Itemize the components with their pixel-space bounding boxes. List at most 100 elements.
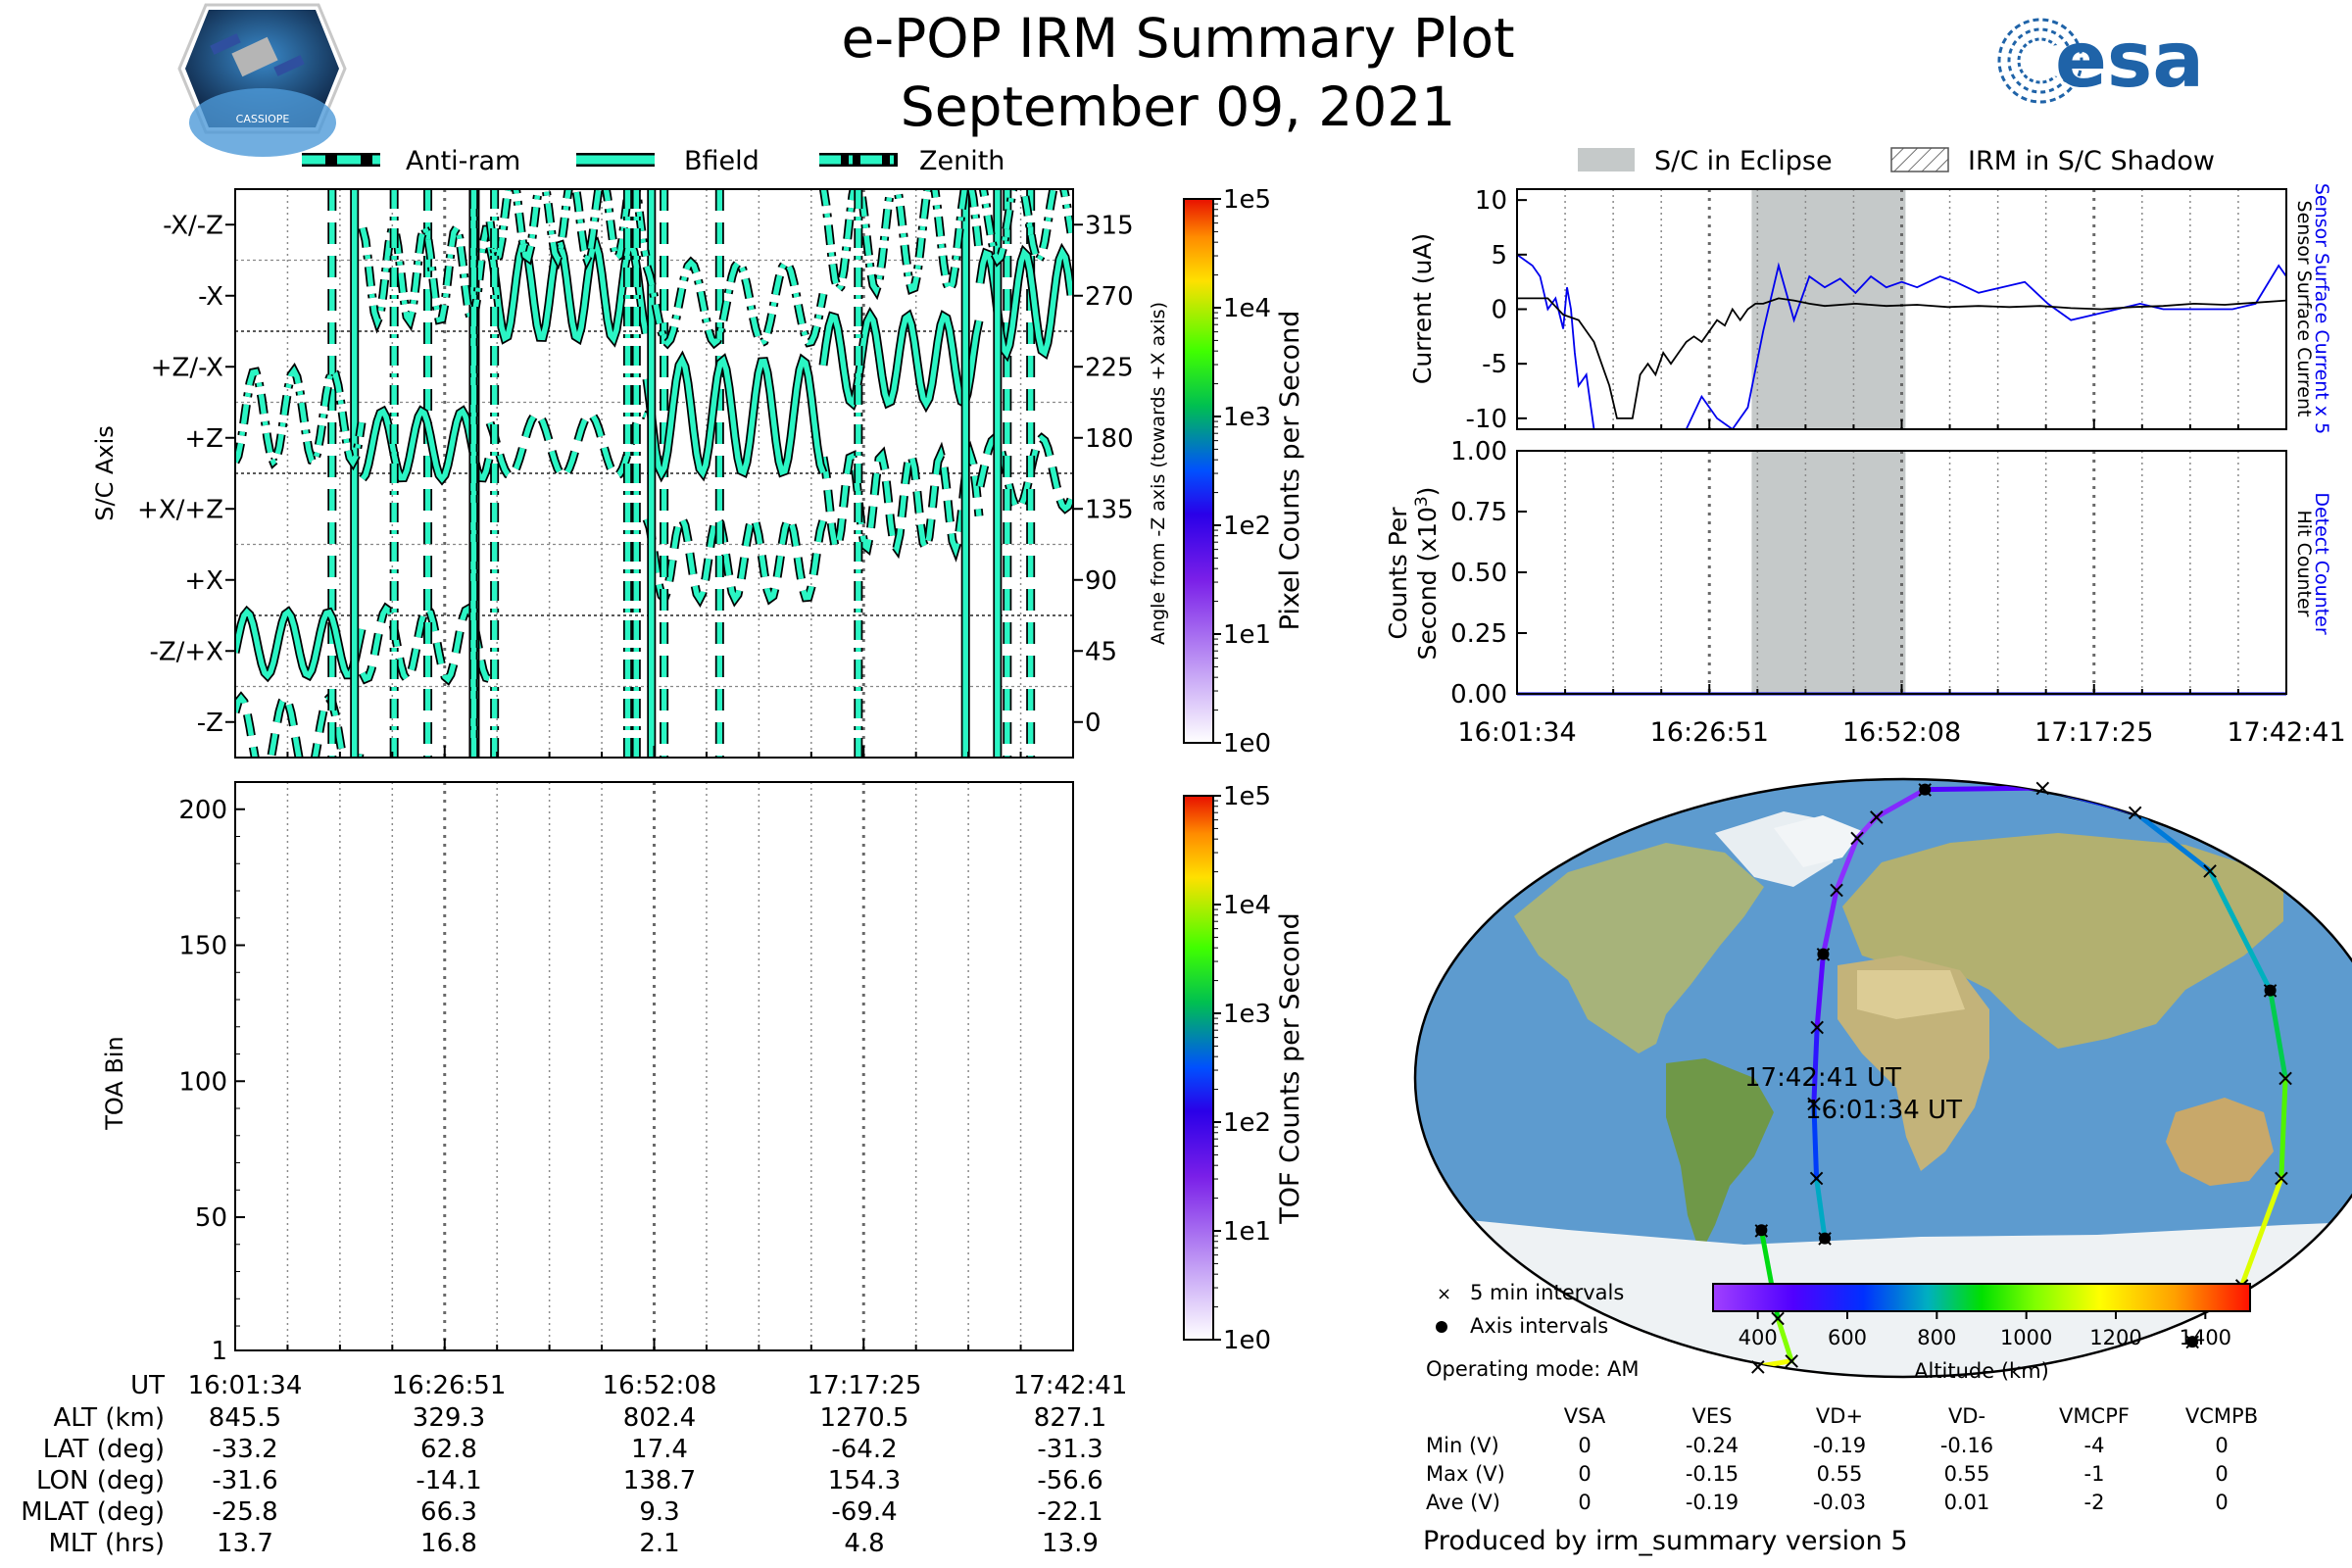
y-tick-label: 1 — [211, 1337, 227, 1366]
voltage-value: -0.19 — [1813, 1434, 1866, 1457]
zenith-trace — [980, 189, 1073, 266]
five-min-marker: × — [1847, 824, 1867, 852]
legend-5min: 5 min intervals — [1470, 1281, 1624, 1304]
anti-ram-trace — [360, 604, 490, 684]
y-tick-label: 10 — [1475, 186, 1507, 216]
track-segment — [1874, 787, 1928, 820]
axis-interval-marker — [2186, 1336, 2199, 1348]
ephemeris-value: 17.4 — [631, 1435, 688, 1464]
voltage-value: 0.55 — [1817, 1462, 1863, 1486]
y-tick-label: -10 — [1466, 405, 1507, 434]
axis-interval-marker — [1755, 1224, 1768, 1237]
track-end-label: 17:42:41 UT — [1744, 1063, 1901, 1093]
ephemeris-row-label: LAT (deg) — [43, 1435, 165, 1464]
y2-tick-label: 315 — [1085, 211, 1134, 240]
ephemeris-value: -31.6 — [212, 1466, 277, 1495]
ephemeris-value: -64.2 — [831, 1435, 897, 1464]
time-label: 17:42:41 — [2227, 717, 2345, 748]
bfield-trace — [235, 608, 365, 680]
anti-ram-trace — [487, 411, 648, 479]
five-min-marker: × — [2126, 799, 2145, 826]
zenith-trace — [360, 220, 489, 329]
zenith-trace — [820, 189, 982, 298]
legend-right: S/C in Eclipse IRM in S/C Shadow — [1578, 146, 2215, 176]
altitude-tick-label: 1200 — [2089, 1326, 2141, 1349]
ephemeris-value: 154.3 — [828, 1466, 901, 1495]
bfield-trace — [360, 407, 492, 483]
pixel-counts-colorbar: 1e5 1e4 1e3 1e2 1e1 1e0 Pixel Counts per Seco… — [1183, 185, 1305, 759]
voltage-value: -0.24 — [1686, 1434, 1739, 1457]
altitude-tick-label: 1400 — [2180, 1326, 2231, 1349]
zenith-trace — [235, 366, 365, 467]
ephemeris-value: 13.9 — [1042, 1529, 1099, 1558]
voltage-value: -0.19 — [1686, 1491, 1739, 1514]
y-tick-label: -X — [198, 282, 223, 312]
detect-counter-label: Detect Counter — [2311, 492, 2332, 635]
voltage-value: -2 — [2084, 1491, 2105, 1514]
voltage-header: VES — [1692, 1404, 1733, 1428]
ephemeris-value: 329.3 — [413, 1403, 485, 1433]
voltage-header: VMCPF — [2059, 1404, 2130, 1428]
y2-tick-label: 135 — [1085, 495, 1134, 524]
y-tick-label: +Z/-X — [151, 353, 223, 382]
eclipse-region — [1751, 189, 1906, 429]
voltage-value: -4 — [2084, 1434, 2105, 1457]
y-tick-label: +X — [184, 566, 223, 596]
toa-ylabel: TOA Bin — [101, 1036, 128, 1131]
five-min-marker: × — [1807, 1013, 1827, 1041]
track-segment — [1814, 1175, 1828, 1242]
voltage-value: 0 — [2215, 1462, 2228, 1486]
tof-counts-label: TOF Counts per Second — [1275, 912, 1305, 1225]
zenith-trace — [644, 259, 826, 347]
sc-axis-y2label: Angle from -Z axis (towards +X axis) — [1148, 302, 1169, 645]
bfield-trace — [644, 354, 826, 479]
esa-logo-text: esa — [2055, 17, 2204, 105]
sc-axis-ylabel: S/C Axis — [91, 425, 119, 521]
y-tick-label: 150 — [178, 932, 227, 961]
figure-date: September 09, 2021 — [901, 75, 1455, 138]
track-segment — [2278, 1075, 2288, 1181]
colorbar-tick-label: 1e3 — [1223, 1000, 1271, 1029]
track-segment — [2268, 988, 2288, 1081]
legend-bfield: Bfield — [684, 146, 760, 176]
cassiope-logo-text: CASSIOPE — [236, 113, 290, 125]
colorbar-tick-label: 1e0 — [1223, 729, 1271, 759]
five-min-marker: × — [1782, 1348, 1801, 1375]
y-tick-label: 50 — [195, 1203, 227, 1233]
y-tick-label: -Z/+X — [149, 637, 223, 666]
five-min-marker: × — [1827, 876, 1846, 904]
voltage-value: 0 — [2215, 1434, 2228, 1457]
time-label: 16:01:34 — [1457, 717, 1576, 748]
anti-ram-trace — [820, 446, 982, 558]
ephemeris-value: -33.2 — [212, 1435, 277, 1464]
sensor-current-x5-label: Sensor Surface Current x 5 — [2311, 183, 2332, 434]
time-label: 17:17:25 — [808, 1371, 922, 1400]
ephemeris-value: 13.7 — [217, 1529, 273, 1558]
track-segment — [1814, 952, 1826, 1030]
voltage-header: VD- — [1948, 1404, 1985, 1428]
y-tick-label: 0 — [1491, 296, 1507, 325]
voltage-header: VD+ — [1816, 1404, 1863, 1428]
five-min-marker: × — [1437, 1284, 1451, 1304]
sc-axis-panel: -X/-Z 315 -X 270 +Z/-X 225 +Z 180 +X/+Z 135 +X 90 -Z… — [91, 188, 1169, 759]
track-segment — [2239, 1175, 2284, 1288]
axis-interval-marker — [1436, 1321, 1447, 1333]
ephemeris-row-label: MLT (hrs) — [49, 1529, 166, 1558]
y-tick-label: +Z — [184, 424, 223, 454]
voltage-header: VSA — [1564, 1404, 1606, 1428]
anti-ram-trace — [235, 693, 365, 758]
voltage-value: -0.03 — [1813, 1491, 1866, 1514]
colorbar-tick-label: 1e5 — [1223, 782, 1271, 811]
ephemeris-value: 2.1 — [639, 1529, 679, 1558]
y-tick-label: 0.75 — [1450, 498, 1507, 527]
counts-panel: 1.00 0.75 0.50 0.25 0.00 Counts Per Second (… — [1384, 437, 2332, 710]
y-tick-label: -X/-Z — [163, 211, 223, 240]
colorbar-tick-label: 1e5 — [1223, 185, 1271, 215]
track-segment — [1854, 814, 1880, 841]
ephemeris-value: -22.1 — [1037, 1497, 1102, 1527]
five-min-marker: × — [2033, 774, 2052, 802]
bfield-trace — [820, 310, 982, 410]
ephemeris-value: 66.3 — [420, 1497, 477, 1527]
colorbar-tick-label: 1e2 — [1223, 1108, 1271, 1138]
voltage-value: 0 — [2215, 1491, 2228, 1514]
